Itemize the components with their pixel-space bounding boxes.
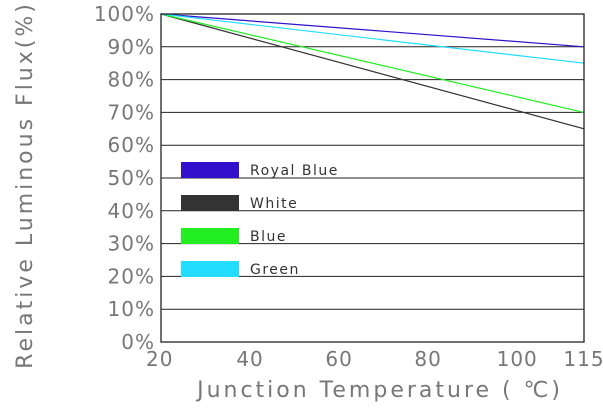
y-tick-label: 30%: [108, 232, 155, 256]
legend-label-royal-blue: Royal Blue: [250, 163, 339, 179]
x-tick-label: 80: [414, 347, 441, 371]
legend-swatch-royal-blue: [181, 162, 239, 178]
legend-swatch-blue: [181, 228, 239, 244]
legend: Royal Blue White Blue Green: [181, 162, 339, 278]
legend-label-blue: Blue: [250, 229, 287, 245]
y-tick-label: 90%: [108, 35, 155, 59]
x-tick-label: 20: [146, 347, 173, 371]
y-tick-label: 80%: [108, 68, 155, 92]
y-axis-title: Relative Luminous Flux(%): [13, 1, 38, 369]
x-tick-label: 40: [236, 347, 263, 371]
series-line-royal-blue: [160, 13, 585, 48]
series-line-green: [160, 13, 585, 64]
x-axis-title: Junction Temperature ( ℃): [195, 378, 563, 403]
y-tick-label: 60%: [108, 133, 155, 157]
series-line-blue: [160, 13, 585, 113]
axes: [160, 13, 585, 343]
x-tick-label: 60: [325, 347, 352, 371]
y-tick-label: 40%: [108, 199, 155, 223]
y-tick-label: 10%: [108, 297, 155, 321]
series-line-white: [160, 13, 585, 130]
plot-frame: [160, 13, 585, 343]
tick-labels: 0% 10% 20% 30% 40% 50% 60% 70% 80% 90% 100% 20 40 60 8…: [94, 2, 603, 371]
x-tick-label: 100: [497, 347, 538, 371]
y-tick-label: 70%: [108, 100, 155, 124]
legend-swatch-white: [181, 195, 239, 211]
series-lines: [160, 13, 585, 130]
y-tick-label: 100%: [94, 2, 155, 26]
y-tick-label: 0%: [121, 330, 155, 354]
x-tick-label: 115: [563, 347, 603, 371]
y-tick-label: 20%: [108, 264, 155, 288]
legend-label-white: White: [250, 196, 298, 212]
legend-swatch-green: [181, 261, 239, 277]
legend-label-green: Green: [250, 262, 300, 278]
y-tick-label: 50%: [108, 166, 155, 190]
